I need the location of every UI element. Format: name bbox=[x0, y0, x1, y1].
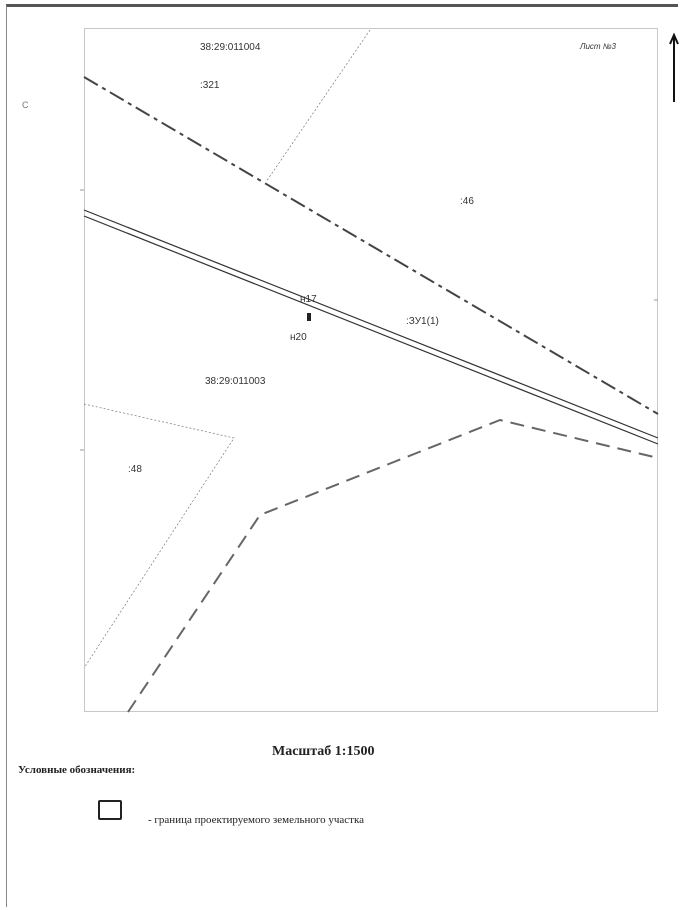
point-label: н20 bbox=[290, 332, 307, 343]
road-line-lower bbox=[83, 215, 659, 445]
scale-label: Масштаб 1:1500 bbox=[272, 744, 375, 759]
north-arrow-icon bbox=[669, 32, 679, 102]
legend-boundary-icon bbox=[98, 800, 122, 820]
map-frame bbox=[84, 28, 658, 712]
sheet-label: Лист №3 bbox=[580, 42, 616, 51]
parcel-label: :48 bbox=[128, 464, 142, 475]
road-line-upper bbox=[83, 209, 659, 439]
side-letter: С bbox=[22, 100, 29, 110]
block-boundary-dashed bbox=[83, 76, 659, 415]
point-label: н17 bbox=[300, 294, 317, 305]
boundary-dashed-lower bbox=[127, 418, 659, 713]
legend-item-text: - граница проектируемого земельного учас… bbox=[148, 814, 365, 826]
legend-title: Условные обозначения: bbox=[18, 764, 136, 776]
parcel-label: :46 bbox=[460, 196, 474, 207]
point-marker bbox=[307, 313, 311, 321]
page-frame bbox=[6, 4, 678, 907]
boundary-321-46 bbox=[265, 29, 371, 183]
parcel-48-boundary bbox=[83, 403, 235, 669]
parcel-label: :ЗУ1(1) bbox=[406, 316, 439, 327]
block-label: 38:29:011003 bbox=[205, 376, 266, 387]
block-label: 38:29:011004 bbox=[200, 42, 261, 53]
parcel-label: :321 bbox=[200, 80, 220, 91]
